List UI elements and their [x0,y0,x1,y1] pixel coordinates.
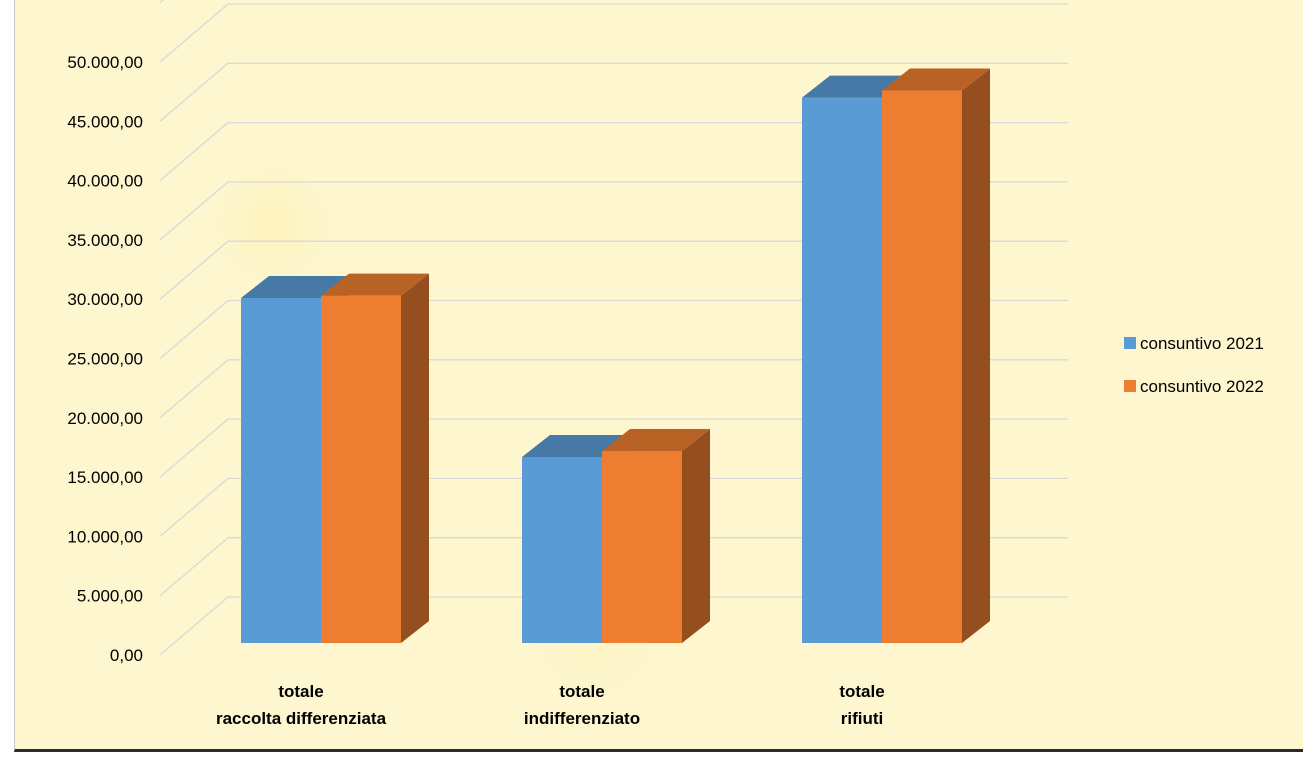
legend-label: consuntivo 2022 [1140,377,1264,396]
y-tick-label: 10.000,00 [67,527,143,546]
gridline-side [159,359,229,419]
y-tick-label: 25.000,00 [67,350,143,369]
gridline-side [159,62,229,122]
gridline-side [159,0,165,4]
gridline-side [159,477,229,537]
y-tick-label: 20.000,00 [67,409,143,428]
x-category-label: raccolta differenziata [216,709,387,728]
bar [882,68,990,644]
legend-swatch [1124,337,1136,349]
y-tick-label: 35.000,00 [67,231,143,250]
x-axis-category-labels: totale raccolta differenziata totale indiff… [216,682,885,728]
legend-label: consuntivo 2021 [1140,334,1264,353]
x-category-label: totale [278,682,323,701]
gridline-side [159,240,229,300]
legend: consuntivo 2021 consuntivo 2022 [1124,334,1264,396]
gridline-side [159,122,229,182]
x-category-label: rifiuti [841,709,884,728]
y-tick-label: 0,00 [110,646,143,665]
gridline-side [159,537,229,597]
gridline-side [159,300,229,359]
gridline-side [159,3,229,63]
gridline-side [159,181,229,241]
chart-area [14,0,1303,752]
y-tick-label: 15.000,00 [67,468,143,487]
y-tick-label: 5.000,00 [77,587,143,606]
y-axis-tick-labels: 0,00 5.000,00 10.000,00 15.000,00 20.000,00 2… [67,53,143,665]
y-tick-label: 45.000,00 [67,112,143,131]
bar [321,273,429,643]
legend-swatch [1124,380,1136,392]
x-category-label: indifferenziato [524,709,640,728]
x-category-label: totale [839,682,884,701]
bars [241,68,990,644]
y-tick-label: 30.000,00 [67,290,143,309]
x-category-label: totale [559,682,604,701]
gridline-side [159,418,229,478]
gridline-side [159,596,229,656]
bar [602,429,710,643]
y-tick-label: 40.000,00 [67,172,143,191]
y-tick-label: 50.000,00 [67,53,143,72]
